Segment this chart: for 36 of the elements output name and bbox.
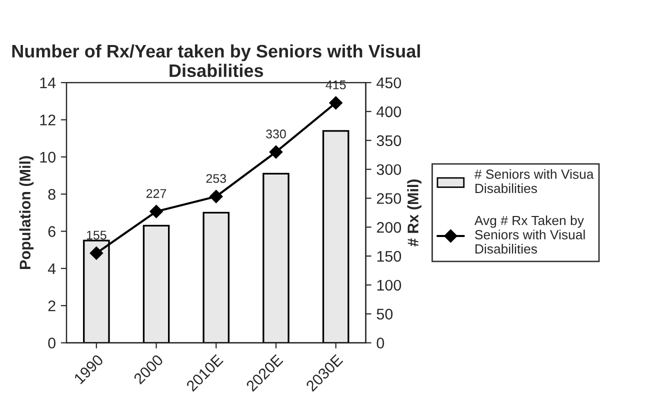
point bbox=[269, 145, 283, 159]
chart-title: Number of Rx/Year taken by Seniors with Visual Disabilities bbox=[12, 44, 420, 78]
data-label: 227 bbox=[146, 189, 166, 198]
y2-tick-label: 100 bbox=[377, 280, 402, 291]
bar bbox=[202, 212, 230, 343]
y-tick-label: 14 bbox=[40, 78, 56, 88]
legend-label: # Seniors with Visua Disabilities bbox=[474, 169, 594, 194]
legend-label: Avg # Rx Taken by Seniors with Visual Disabilities bbox=[474, 215, 585, 254]
y2-tick-label: 300 bbox=[376, 164, 402, 176]
y-axis-title: Population (Mil) bbox=[19, 156, 34, 269]
point bbox=[150, 204, 163, 218]
point bbox=[90, 246, 104, 260]
y-tick-label: 4 bbox=[48, 263, 56, 274]
y2-tick-label: 0 bbox=[376, 338, 384, 348]
data-label: 330 bbox=[266, 130, 286, 138]
y2-tick-label: 250 bbox=[376, 193, 402, 204]
y2-tick-label: 450 bbox=[376, 77, 402, 88]
y-tick-label: 2 bbox=[48, 300, 56, 312]
data-label: 155 bbox=[86, 230, 106, 240]
data-label: 253 bbox=[206, 174, 226, 183]
bar bbox=[142, 224, 170, 343]
bar bbox=[322, 130, 350, 343]
y2-tick-label: 400 bbox=[376, 106, 402, 118]
y-tick-label: 12 bbox=[40, 114, 56, 126]
y2-axis-title: # Rx (Mil) bbox=[407, 180, 422, 246]
y-tick-label: 0 bbox=[48, 338, 56, 348]
y2-tick-label: 200 bbox=[376, 222, 402, 233]
y2-tick-label: 150 bbox=[377, 250, 402, 262]
y-tick-label: 6 bbox=[48, 226, 56, 237]
point bbox=[329, 96, 342, 110]
point bbox=[210, 190, 223, 204]
y2-tick-label: 50 bbox=[376, 308, 393, 320]
y-tick-label: 10 bbox=[40, 152, 56, 163]
y-tick-label: 8 bbox=[48, 188, 56, 200]
y2-tick-label: 350 bbox=[376, 135, 402, 146]
bar bbox=[262, 172, 290, 343]
